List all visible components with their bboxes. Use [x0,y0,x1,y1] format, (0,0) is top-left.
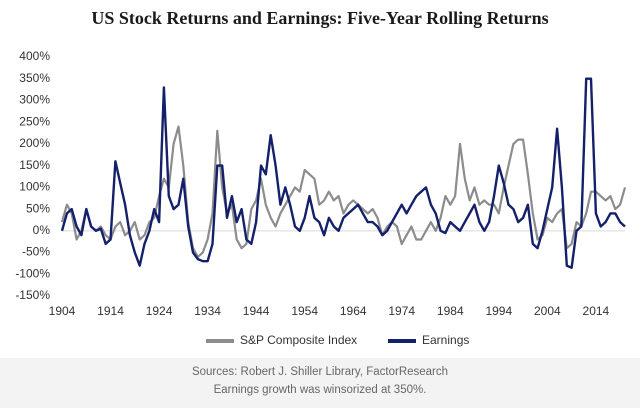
x-tick-label: 1904 [49,304,76,318]
y-tick-label: -100% [15,266,50,280]
winsor-note: Earnings growth was winsorized at 350%. [214,384,427,396]
y-tick-label: 350% [19,71,50,85]
x-tick-label: 1974 [388,304,415,318]
x-tick-label: 1964 [340,304,367,318]
y-tick-label: 100% [19,180,50,194]
y-tick-label: 50% [26,201,50,215]
y-tick-label: 150% [19,158,50,172]
series-line [60,77,626,269]
x-tick-label: 1914 [97,304,124,318]
y-tick-label: 0% [33,223,51,237]
legend-label: S&P Composite Index [240,333,357,347]
y-tick-label: 250% [19,114,50,128]
legend-label: Earnings [422,333,469,347]
chart-title: US Stock Returns and Earnings: Five-Year… [91,8,548,28]
y-tick-label: 200% [19,136,50,150]
y-tick-label: 300% [19,93,50,107]
source-note: Sources: Robert J. Shiller Library, Fact… [192,366,448,378]
notes-background [0,358,640,408]
x-tick-label: 1934 [194,304,221,318]
x-tick-label: 1984 [437,304,464,318]
y-tick-label: -50% [22,245,50,259]
x-tick-label: 2004 [534,304,561,318]
x-tick-label: 1924 [146,304,173,318]
x-tick-label: 1994 [485,304,512,318]
x-tick-label: 1954 [291,304,318,318]
x-tick-label: 1944 [243,304,270,318]
y-tick-label: -150% [15,288,50,302]
x-tick-label: 2014 [583,304,610,318]
y-tick-label: 400% [19,49,50,63]
